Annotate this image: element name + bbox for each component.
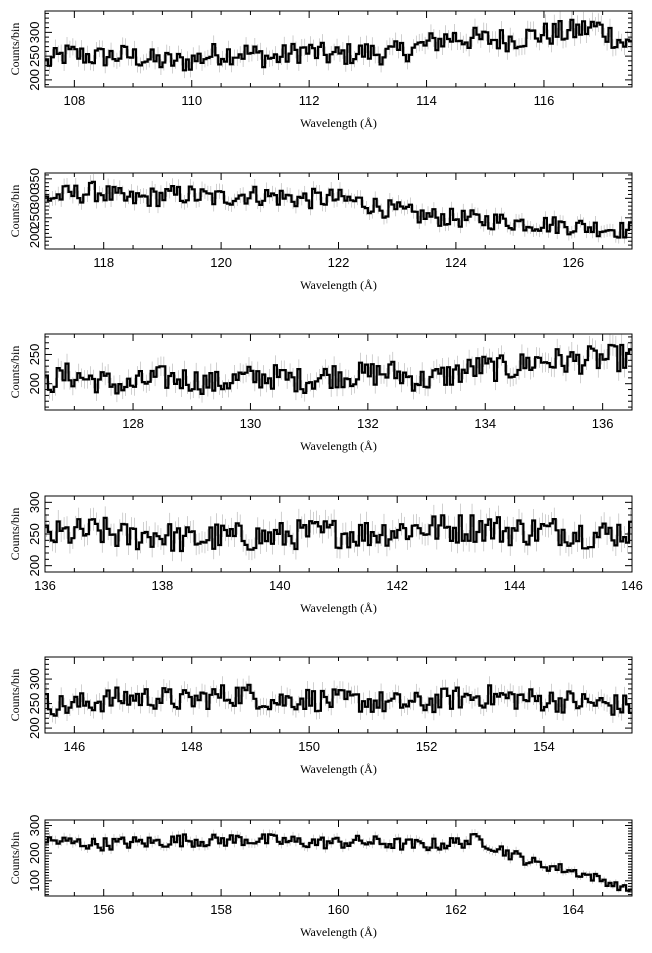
y-tick-label: 100 [27,870,42,892]
x-tick-label: 142 [386,578,408,593]
y-tick-label: 250 [27,523,42,545]
y-axis-title: Counts/bin [8,508,22,561]
x-tick-label: 130 [240,416,262,431]
x-tick-label: 138 [152,578,174,593]
x-tick-label: 112 [299,93,320,108]
y-axis-title: Counts/bin [8,832,22,885]
x-tick-label: 120 [210,255,232,270]
x-axis-title: Wavelength (Å) [300,925,377,939]
y-tick-label: 250 [27,693,42,715]
y-tick-label: 200 [27,226,42,248]
y-tick-label: 300 [27,22,42,44]
x-tick-label: 146 [63,739,85,754]
error-bars [45,334,632,403]
x-axis-title: Wavelength (Å) [300,762,377,776]
y-tick-label: 300 [27,187,42,209]
x-tick-label: 162 [445,902,467,917]
spectrum-plot [45,11,632,79]
spectrum-plot [45,503,632,562]
x-tick-label: 136 [592,416,614,431]
x-tick-label: 140 [269,578,291,593]
x-tick-label: 108 [63,93,85,108]
chart-panel-6: 156 158 160 162 164 100 200 300 Wavelength (Å) Co… [8,815,633,939]
x-tick-label: 110 [181,93,202,108]
x-tick-label: 132 [357,416,379,431]
error-bars [45,503,632,562]
x-axis-title: Wavelength (Å) [300,601,377,615]
y-axis-title: Counts/bin [8,346,22,399]
x-tick-label: 128 [122,416,144,431]
y-tick-label: 300 [27,815,42,837]
y-axis-title: Counts/bin [8,23,22,76]
x-tick-label: 136 [34,578,56,593]
plot-frame [44,495,633,573]
spectrum-series [45,343,632,395]
chart-panel-4: 136 138 140 142 144 146 200 250 300 Wavelength (Å… [8,491,643,615]
spectrum-series [45,832,632,892]
spectrum-series [45,683,632,717]
x-tick-label: 122 [328,255,350,270]
y-tick-label: 250 [27,45,42,67]
error-bars [45,11,632,79]
y-tick-label: 200 [27,555,42,577]
y-axis-title: Counts/bin [8,185,22,238]
y-tick-label: 250 [27,344,42,366]
x-tick-label: 156 [93,902,115,917]
x-tick-label: 150 [298,739,320,754]
y-tick-label: 300 [27,668,42,690]
chart-panel-3: 128 130 132 134 136 200 250 Wavelength (Å) Count… [8,333,633,453]
x-tick-label: 126 [562,255,584,270]
spectrum-series [45,180,632,239]
spectrum-plot [45,829,632,894]
plot-frame [44,172,633,250]
y-axis-title: Counts/bin [8,669,22,722]
y-tick-label: 200 [27,842,42,864]
y-tick-label: 250 [27,207,42,229]
x-tick-label: 146 [621,578,643,593]
x-tick-label: 158 [210,902,232,917]
y-tick-label: 200 [27,69,42,91]
x-tick-label: 114 [416,93,437,108]
spectrum-series [45,18,632,72]
plot-frame [44,819,633,897]
x-axis-title: Wavelength (Å) [300,116,377,130]
x-tick-label: 154 [533,739,555,754]
x-tick-label: 134 [474,416,496,431]
x-tick-label: 160 [328,902,350,917]
spectrum-plot [45,675,632,724]
chart-panel-5: 146 148 150 152 154 200 250 300 Wavelength (Å) Co… [8,656,633,776]
y-tick-label: 200 [27,373,42,395]
spectrum-series [45,514,632,553]
x-axis-title: Wavelength (Å) [300,278,377,292]
x-tick-label: 124 [445,255,467,270]
spectrum-plot [45,173,632,244]
x-axis-title: Wavelength (Å) [300,439,377,453]
x-tick-label: 148 [181,739,203,754]
y-tick-label: 300 [27,491,42,513]
x-tick-label: 118 [93,255,114,270]
error-bars [45,173,632,244]
spectrum-plot [45,334,632,403]
x-tick-label: 116 [534,93,555,108]
x-tick-label: 152 [416,739,438,754]
y-tick-label: 200 [27,717,42,739]
x-tick-label: 144 [504,578,526,593]
x-tick-label: 164 [562,902,584,917]
y-tick-label: 350 [27,168,42,190]
